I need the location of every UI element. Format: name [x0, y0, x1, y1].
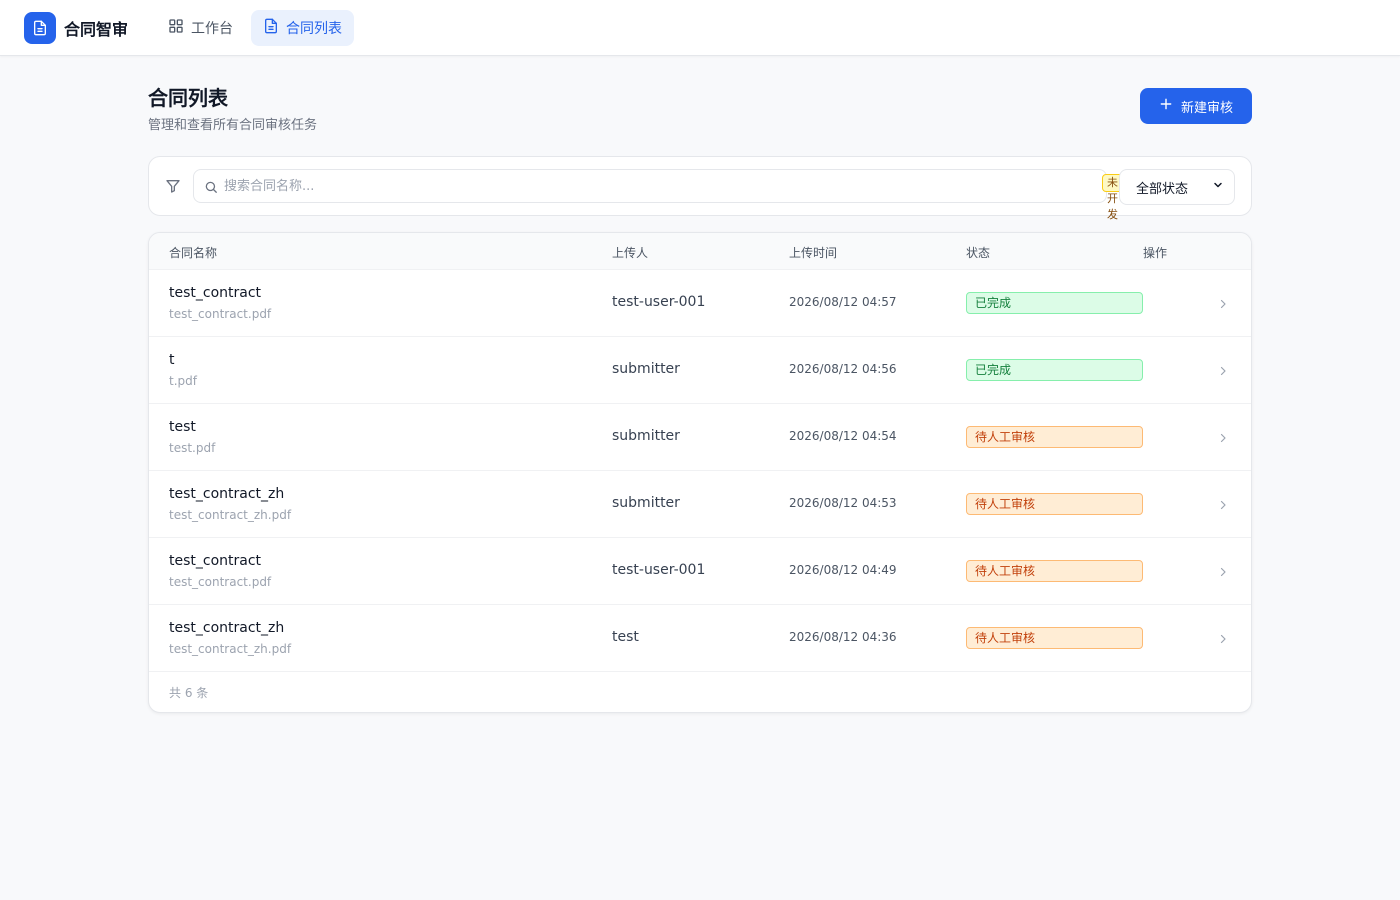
status-badge: 已完成 — [966, 359, 1143, 381]
column-header-time: 上传时间 — [789, 246, 838, 260]
contract-name: test_contract_zh — [169, 620, 285, 636]
contract-name: t — [169, 352, 175, 368]
table-row[interactable]: test_contract_zh test_contract_zh.pdf te… — [149, 605, 1251, 672]
document-icon — [263, 18, 279, 38]
column-header-status: 状态 — [966, 246, 991, 260]
status-badge: 待人工审核 — [966, 426, 1143, 448]
grid-icon — [168, 18, 184, 38]
chevron-down-icon — [1212, 179, 1224, 195]
chevron-right-icon[interactable] — [1217, 363, 1229, 382]
uploader: submitter — [612, 495, 680, 511]
contract-file: test_contract.pdf — [169, 307, 272, 321]
uploader: submitter — [612, 361, 680, 377]
upload-time: 2026/08/12 04:49 — [789, 563, 897, 577]
upload-time: 2026/08/12 04:56 — [789, 362, 897, 376]
nav-item-contract-list[interactable]: 合同列表 — [251, 9, 355, 46]
not-developed-badge: 未开发 — [1102, 174, 1123, 221]
app-name: 合同智审 — [64, 19, 129, 39]
filter-icon — [165, 178, 181, 198]
contract-name: test — [169, 419, 196, 435]
chevron-right-icon[interactable] — [1217, 631, 1229, 650]
table-row[interactable]: test_contract test_contract.pdf test-use… — [149, 538, 1251, 605]
page-subtitle: 管理和查看所有合同审核任务 — [148, 118, 318, 133]
main-nav: 工作台 合同列表 — [156, 9, 355, 46]
contract-file: test_contract_zh.pdf — [169, 508, 292, 522]
table-row[interactable]: test_contract_zh test_contract_zh.pdf su… — [149, 471, 1251, 538]
chevron-right-icon[interactable] — [1217, 564, 1229, 583]
uploader: test-user-001 — [612, 294, 706, 310]
table-row[interactable]: t t.pdf submitter 2026/08/12 04:56 已完成 — [149, 337, 1251, 404]
upload-time: 2026/08/12 04:54 — [789, 429, 897, 443]
status-badge: 已完成 — [966, 292, 1143, 314]
new-review-label: 新建审核 — [1180, 100, 1233, 116]
chevron-right-icon[interactable] — [1217, 296, 1229, 315]
nav-item-label: 工作台 — [191, 20, 234, 37]
upload-time: 2026/08/12 04:53 — [789, 496, 897, 510]
contract-name: test_contract — [169, 285, 262, 301]
status-badge: 待人工审核 — [966, 493, 1143, 515]
table-header: 合同名称 上传人 上传时间 状态 操作 — [149, 233, 1251, 270]
upload-time: 2026/08/12 04:57 — [789, 295, 897, 309]
plus-icon — [1159, 97, 1173, 115]
contract-file: test_contract.pdf — [169, 575, 272, 589]
contract-file: test.pdf — [169, 441, 216, 455]
status-badge: 待人工审核 — [966, 627, 1143, 649]
table-row[interactable]: test_contract test_contract.pdf test-use… — [149, 270, 1251, 337]
column-header-name: 合同名称 — [169, 246, 218, 260]
chevron-right-icon[interactable] — [1217, 497, 1229, 516]
top-navbar: 合同智审 工作台 合同列表 — [0, 0, 1400, 56]
status-filter-value: 全部状态 — [1136, 181, 1189, 197]
uploader: test — [612, 629, 639, 645]
search-box: 未开发 — [193, 169, 1123, 221]
column-header-uploader: 上传人 — [612, 246, 649, 260]
brand[interactable]: 合同智审 — [24, 11, 129, 44]
nav-item-workbench[interactable]: 工作台 — [156, 10, 245, 46]
chevron-right-icon[interactable] — [1217, 430, 1229, 449]
uploader: test-user-001 — [612, 562, 706, 578]
uploader: submitter — [612, 428, 680, 444]
contract-name: test_contract — [169, 553, 262, 569]
search-icon — [204, 179, 218, 198]
new-review-button[interactable]: 新建审核 — [1140, 88, 1252, 124]
contract-file: test_contract_zh.pdf — [169, 642, 292, 656]
status-badge: 待人工审核 — [966, 560, 1143, 582]
contract-table: 合同名称 上传人 上传时间 状态 操作 test_contract test_c… — [148, 232, 1252, 713]
table-total-count: 共 6 条 — [169, 686, 209, 700]
contract-name: test_contract_zh — [169, 486, 285, 502]
nav-item-label: 合同列表 — [286, 20, 343, 37]
status-filter-select[interactable]: 全部状态 — [1119, 169, 1235, 205]
upload-time: 2026/08/12 04:36 — [789, 630, 897, 644]
column-header-actions: 操作 — [1143, 246, 1168, 260]
contract-file: t.pdf — [169, 374, 197, 388]
table-row[interactable]: test test.pdf submitter 2026/08/12 04:54… — [149, 404, 1251, 471]
filter-bar: 未开发 全部状态 — [148, 156, 1252, 221]
page-title: 合同列表 — [148, 86, 228, 110]
document-icon — [24, 11, 56, 44]
search-input[interactable] — [224, 170, 1084, 202]
